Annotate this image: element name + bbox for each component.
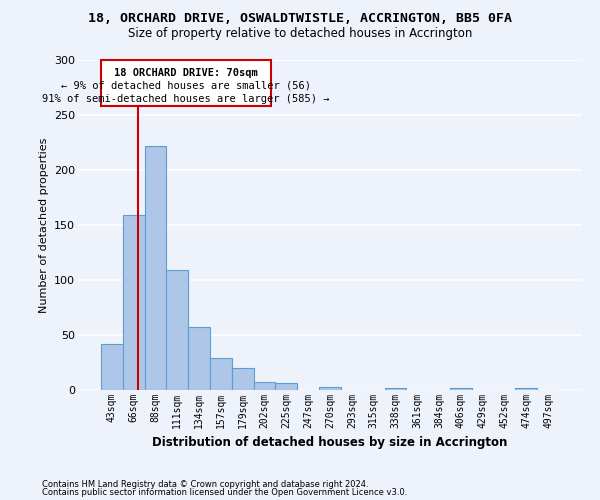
Text: 91% of semi-detached houses are larger (585) →: 91% of semi-detached houses are larger (…: [43, 94, 330, 104]
X-axis label: Distribution of detached houses by size in Accrington: Distribution of detached houses by size …: [152, 436, 508, 450]
Bar: [385, 388, 406, 390]
Bar: [101, 344, 123, 390]
Bar: [232, 368, 254, 390]
Bar: [188, 328, 210, 390]
Bar: [101, 60, 271, 106]
Bar: [210, 358, 232, 390]
Bar: [123, 215, 145, 390]
Text: Size of property relative to detached houses in Accrington: Size of property relative to detached ho…: [128, 28, 472, 40]
Text: 18 ORCHARD DRIVE: 70sqm: 18 ORCHARD DRIVE: 70sqm: [115, 68, 258, 78]
Text: 18, ORCHARD DRIVE, OSWALDTWISTLE, ACCRINGTON, BB5 0FA: 18, ORCHARD DRIVE, OSWALDTWISTLE, ACCRIN…: [88, 12, 512, 26]
Bar: [319, 386, 341, 390]
Text: ← 9% of detached houses are smaller (56): ← 9% of detached houses are smaller (56): [61, 81, 311, 91]
Bar: [515, 388, 537, 390]
Bar: [275, 384, 297, 390]
Text: Contains public sector information licensed under the Open Government Licence v3: Contains public sector information licen…: [42, 488, 407, 497]
Bar: [254, 382, 275, 390]
Y-axis label: Number of detached properties: Number of detached properties: [38, 138, 49, 312]
Bar: [166, 270, 188, 390]
Text: Contains HM Land Registry data © Crown copyright and database right 2024.: Contains HM Land Registry data © Crown c…: [42, 480, 368, 489]
Bar: [450, 388, 472, 390]
Bar: [145, 146, 166, 390]
